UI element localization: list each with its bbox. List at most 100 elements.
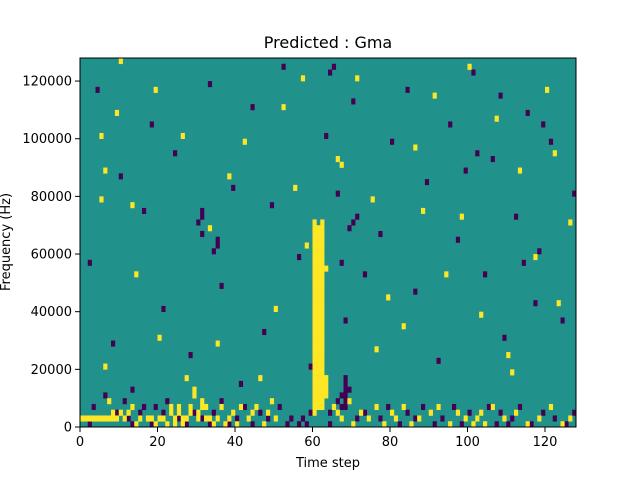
heatmap-cell-high (242, 138, 247, 145)
heatmap-cell-low (343, 317, 348, 324)
heatmap-cell-high (122, 415, 127, 422)
heatmap-cell-low (231, 184, 236, 191)
heatmap-cell-high (370, 196, 375, 203)
heatmap-cell-high (359, 409, 364, 416)
heatmap-cell-low (517, 403, 523, 411)
heatmap-cell-high (300, 75, 306, 82)
heatmap-cell-low (188, 352, 193, 359)
heatmap-cell-high (355, 75, 360, 82)
heatmap-cell-high (273, 415, 278, 422)
heatmap-cell-high (262, 421, 267, 428)
heatmap-cell-high (312, 386, 317, 393)
heatmap-cell-low (378, 415, 383, 422)
heatmap-cell-high (413, 144, 418, 151)
heatmap-cell-high (103, 167, 108, 174)
heatmap-cell-low (289, 415, 294, 422)
heatmap-cell-low (413, 288, 418, 295)
heatmap-cell-high (467, 63, 472, 70)
heatmap-cell-high (207, 225, 213, 232)
heatmap-cell-high (316, 254, 321, 261)
heatmap-cell-high (173, 421, 178, 428)
heatmap-cell-high (316, 363, 321, 370)
heatmap-cell-high (312, 219, 317, 226)
heatmap-cell-low (200, 213, 205, 220)
heatmap-cell-low (362, 409, 368, 416)
heatmap-cell-low (200, 207, 205, 214)
heatmap-cell-low (339, 259, 344, 266)
heatmap-cell-high (95, 415, 100, 422)
heatmap-cell-high (502, 415, 507, 422)
heatmap-cell-high (176, 403, 182, 411)
heatmap-cell-high (231, 409, 236, 416)
heatmap-cell-high (316, 242, 321, 249)
heatmap-cell-high (153, 86, 158, 93)
heatmap-cell-low (211, 409, 216, 416)
heatmap-cell-high (316, 271, 321, 278)
heatmap-cell-high (200, 398, 205, 405)
heatmap-cell-high (312, 375, 317, 382)
heatmap-cell-high (258, 375, 263, 382)
y-tick-label: 80000 (31, 190, 72, 205)
heatmap-cell-high (169, 409, 174, 416)
heatmap-cell-high (483, 421, 488, 428)
heatmap-cell-high (312, 271, 317, 278)
heatmap-cell-low (173, 150, 178, 157)
heatmap-cell-high (320, 352, 325, 359)
heatmap-cell-high (316, 300, 321, 307)
heatmap-cell-low (432, 421, 437, 428)
heatmap-cell-high (312, 248, 317, 255)
heatmap-cell-high (211, 421, 216, 428)
heatmap-cell-high (107, 415, 112, 422)
heatmap-cell-low (440, 415, 445, 422)
heatmap-cell-high (320, 265, 325, 272)
heatmap-cell-high (320, 403, 325, 411)
heatmap-cell-high (312, 403, 317, 411)
heatmap-cell-high (506, 352, 511, 359)
heatmap-cell-low (258, 409, 263, 416)
x-tick-label: 80 (382, 435, 399, 450)
heatmap-cell-high (312, 265, 317, 272)
heatmap-cell-high (320, 369, 325, 376)
heatmap-cell-high (134, 271, 139, 278)
heatmap-cell-low (91, 403, 96, 411)
heatmap-cell-high (312, 311, 317, 318)
heatmap-cell-low (397, 421, 402, 428)
heatmap-cell-low (328, 69, 333, 76)
heatmap-cell-high (312, 230, 317, 238)
heatmap-cell-high (316, 369, 321, 376)
heatmap-cell-high (312, 334, 317, 341)
chart-title: Predicted : Gma (264, 33, 392, 52)
heatmap-cell-high (223, 421, 228, 428)
x-axis: 0 20 40 60 80 100 120 (76, 427, 557, 450)
heatmap-cell-low (130, 421, 135, 428)
heatmap-cell-high (316, 259, 321, 266)
heatmap-cell-high (180, 421, 185, 428)
heatmap-cell-high (471, 421, 476, 428)
heatmap-cell-high (320, 225, 325, 232)
heatmap-cell-high (324, 265, 329, 272)
heatmap-cell-low (95, 86, 100, 93)
heatmap-cell-low (138, 409, 143, 416)
heatmap-cell-high (448, 421, 453, 428)
heatmap-cell-low (339, 392, 344, 399)
heatmap-cell-low (424, 179, 430, 186)
heatmap-cell-low (161, 305, 166, 312)
heatmap-cell-high (316, 375, 321, 382)
heatmap-cell-high (320, 288, 325, 295)
heatmap-cell-high (180, 132, 185, 140)
heatmap-cell-low (335, 398, 340, 405)
heatmap-cell-low (347, 386, 352, 393)
heatmap-cell-low (142, 207, 147, 214)
heatmap-cell-high (91, 415, 96, 422)
heatmap-cell-high (316, 288, 321, 295)
heatmap-cell-high (316, 334, 321, 341)
heatmap-cell-high (227, 173, 232, 180)
heatmap-cell-high (320, 254, 325, 261)
heatmap-cell-high (347, 398, 352, 405)
heatmap-cell-high (320, 334, 325, 341)
heatmap-cell-high (227, 415, 232, 422)
heatmap-cell-high (316, 311, 321, 318)
heatmap-cell-high (176, 409, 182, 416)
heatmap-cell-low (463, 167, 468, 174)
heatmap-cell-high (320, 282, 325, 289)
